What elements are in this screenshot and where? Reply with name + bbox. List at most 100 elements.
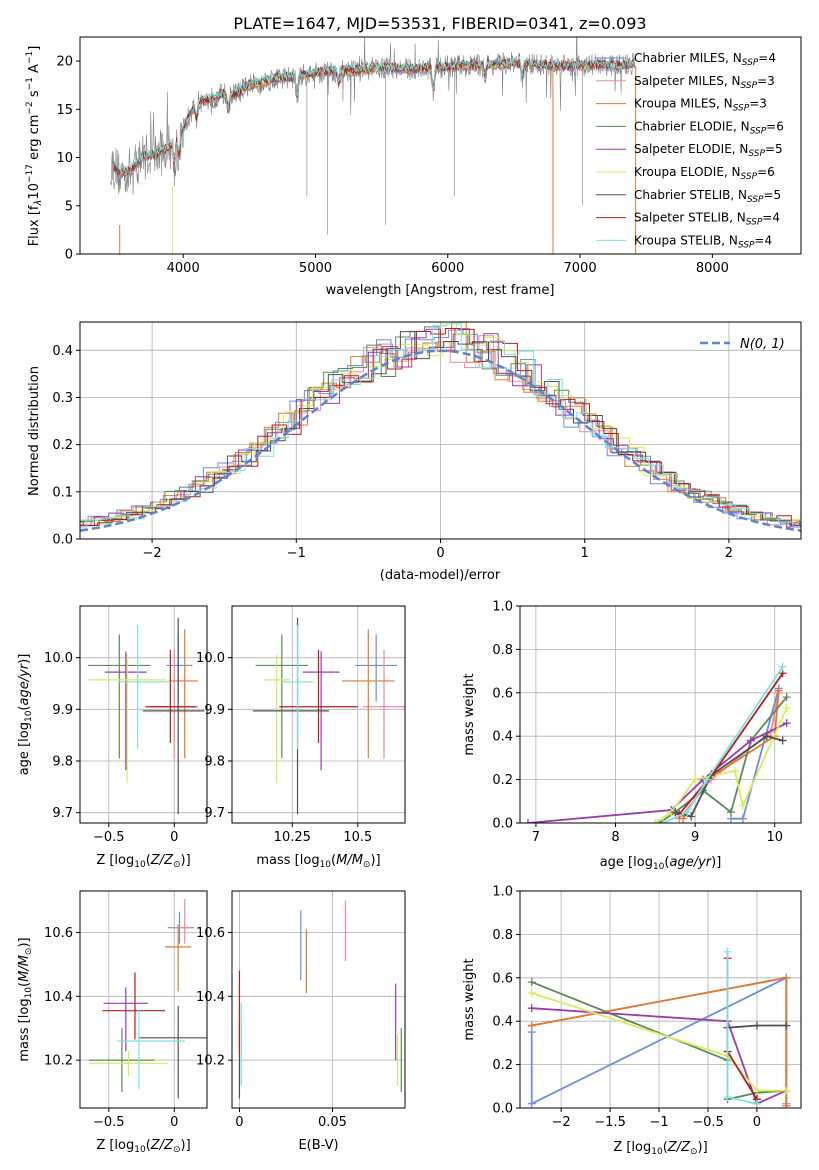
series-line-4 xyxy=(531,1007,787,1105)
errorbar-point-3 xyxy=(255,634,309,759)
errorbar-point-4 xyxy=(104,651,147,771)
y-tick-label: 0.2 xyxy=(52,438,73,453)
series-marker-5 xyxy=(730,766,739,775)
plot-area-mass_weight_vs_Z xyxy=(527,947,791,1108)
series-marker-0 xyxy=(527,1099,536,1108)
errorbar-point-6 xyxy=(138,1005,207,1099)
chart-age_vs_Z: −0.5 0 9.7 9.8 9.9 10.0 Z [log10(Z/Z⊙)] age [lo… xyxy=(17,605,208,870)
x-tick-label: 0 xyxy=(170,1115,178,1130)
x-tick-label: 10.5 xyxy=(343,830,372,845)
series-marker-3 xyxy=(726,808,735,817)
series-marker-4 xyxy=(523,819,532,823)
x-tick-label: 10 xyxy=(766,830,783,845)
chart-residuals: −2 −1 0 1 2 0.0 0.1 0.2 0.3 0.4 N(0, 1) (data-model… xyxy=(27,321,802,583)
series-marker-3 xyxy=(527,978,536,987)
y-tick-label: 0.3 xyxy=(52,391,73,406)
x-axis-label: mass [log10(M/M⊙)] xyxy=(256,853,380,870)
y-tick-label: 0.6 xyxy=(492,971,513,986)
series-marker-8 xyxy=(703,775,712,784)
x-tick-label: 0 xyxy=(170,830,178,845)
y-axis-label: mass [log10(M/M⊙)] xyxy=(17,937,34,1061)
y-tick-label: 10.4 xyxy=(44,990,73,1005)
series-marker-6 xyxy=(752,1021,761,1030)
legend-label: Chabrier STELIB, NSSP=5 xyxy=(634,188,781,205)
y-tick-label: 0 xyxy=(65,248,73,263)
x-tick-label: 7000 xyxy=(564,261,597,276)
legend-label-sub: SSP xyxy=(733,104,750,114)
axes-frame xyxy=(79,321,802,540)
legend-label-sub: SSP xyxy=(741,81,758,91)
legend-label-sub: SSP xyxy=(742,58,759,68)
series-marker-2 xyxy=(679,814,688,823)
series-marker-8 xyxy=(778,662,787,671)
errorbar-point-1 xyxy=(171,898,192,944)
x-axis-label: wavelength [Angstrom, rest frame] xyxy=(326,283,555,298)
legend-label: Kroupa MILES, NSSP=3 xyxy=(634,97,767,114)
series-marker-5 xyxy=(738,801,747,810)
series-marker-5 xyxy=(782,1086,791,1095)
y-axis-label: age [log10(age/yr)] xyxy=(17,654,34,776)
x-tick-label: 6000 xyxy=(431,261,464,276)
y-tick-label: 9.7 xyxy=(204,806,225,821)
errorbar-point-6 xyxy=(142,617,205,815)
x-axis-label: age [log10(age/yr)] xyxy=(600,855,722,872)
legend-label-sub: SSP xyxy=(738,240,755,250)
series-marker-8 xyxy=(659,819,668,823)
legend-label-tail: =4 xyxy=(754,233,772,247)
histogram-8 xyxy=(80,323,801,529)
legend-label-tail: =6 xyxy=(757,165,775,179)
legend-label-tail: =5 xyxy=(765,142,783,156)
legend-label: Kroupa STELIB, NSSP=4 xyxy=(634,233,772,250)
plot-area-mass_vs_ebv xyxy=(238,900,402,1099)
axes-frame xyxy=(231,605,406,824)
axes-frame xyxy=(519,890,802,1109)
series-marker-2 xyxy=(782,973,791,982)
y-tick-label: 10.6 xyxy=(196,926,225,941)
series-line-8 xyxy=(662,666,784,823)
chart-age_vs_mass: 10.25 10.5 9.7 9.8 9.9 10.0 mass [log10(M/M⊙)] xyxy=(196,605,406,870)
chart-spectrum: 4000 5000 6000 7000 8000 0 5 10 15 20 Chabrier MIL… xyxy=(25,36,802,298)
series-marker-8 xyxy=(723,947,732,956)
series-marker-6 xyxy=(782,1021,791,1030)
series-marker-6 xyxy=(762,732,771,741)
model-line-8 xyxy=(112,56,635,176)
errorbar-point-7 xyxy=(145,649,197,743)
y-tick-label: 9.8 xyxy=(52,755,73,770)
histogram-1 xyxy=(80,335,801,526)
series-marker-8 xyxy=(723,1093,732,1102)
legend-label-main: Kroupa MILES, N xyxy=(634,97,733,111)
x-tick-label: 1 xyxy=(581,546,589,561)
y-axis-label: Normed distribution xyxy=(27,366,42,496)
plot-area-mass_weight_vs_age xyxy=(523,662,791,823)
series-line-5 xyxy=(531,992,787,1092)
x-tick-label: 0.05 xyxy=(318,1115,347,1130)
y-tick-label: 10 xyxy=(56,151,73,166)
y-tick-label: 0.2 xyxy=(492,1058,513,1073)
y-tick-label: 1.0 xyxy=(492,885,513,900)
chart-mass_weight_vs_age: 7 8 9 10 0.0 0.2 0.4 0.6 0.8 1.0 age [log10(age/yr… xyxy=(462,600,802,872)
axes-frame xyxy=(519,605,802,824)
errorbar-point-8 xyxy=(117,625,171,750)
legend-label-tail: =6 xyxy=(766,119,784,133)
y-tick-label: 0.1 xyxy=(52,485,73,500)
y-tick-label: 0.0 xyxy=(52,533,73,548)
y-tick-label: 20 xyxy=(56,55,73,70)
y-tick-label: 0.8 xyxy=(492,928,513,943)
y-tick-label: 15 xyxy=(56,103,73,118)
y-tick-label: 0.2 xyxy=(492,773,513,788)
axes-frame xyxy=(231,890,406,1109)
series-marker-8 xyxy=(683,808,692,817)
series-marker-4 xyxy=(746,736,755,745)
series-marker-2 xyxy=(782,1101,791,1108)
plot-area-residuals xyxy=(80,322,801,532)
x-axis-label: Z [log10(Z/Z⊙)] xyxy=(96,853,190,870)
y-tick-label: 5 xyxy=(65,199,73,214)
x-axis-label: (data-model)/error xyxy=(380,568,501,583)
series-marker-4 xyxy=(782,719,791,728)
legend-label-sub: SSP xyxy=(746,218,763,228)
legend-label-tail: =4 xyxy=(758,51,776,65)
x-tick-label: 0 xyxy=(753,1115,761,1130)
x-tick-label: −0.5 xyxy=(93,830,125,845)
series-marker-5 xyxy=(527,988,536,997)
